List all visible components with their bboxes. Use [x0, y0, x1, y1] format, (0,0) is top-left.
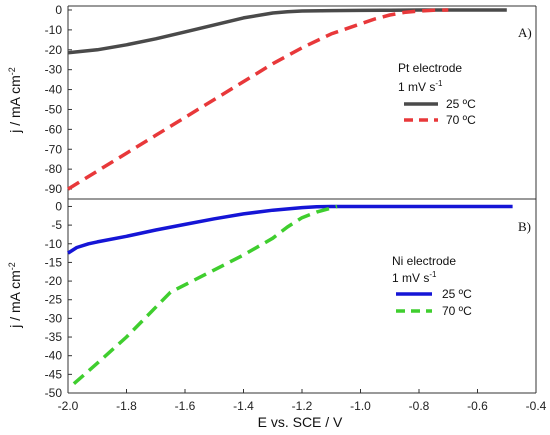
y-tick-label: -50: [45, 102, 63, 116]
y-tick-label: -5: [51, 218, 62, 232]
y-tick-label: -10: [45, 23, 63, 37]
y-tick-label: -20: [45, 274, 63, 288]
y-axis-label-bottom: j / mA cm-2: [7, 262, 23, 329]
y-tick-label: -35: [45, 330, 63, 344]
x-axis-label: E vs. SCE / V: [258, 414, 343, 430]
legend-top-label-70c: 70 ºC: [446, 113, 476, 127]
legend-top-rate: 1 mV s-1: [398, 79, 443, 94]
y-tick-label: -25: [45, 293, 63, 307]
legend-bottom-title: Ni electrode: [392, 254, 456, 268]
panel-label-b: B): [518, 219, 531, 234]
x-tick-label: -0.8: [409, 399, 430, 413]
plot-top: 0 -10 -20 -30 -40 -50 -60 -70 -80 -90: [45, 3, 537, 199]
panel-label-a: A): [518, 25, 532, 40]
x-tick-label: -1.2: [292, 399, 313, 413]
legend-top-title: Pt electrode: [398, 61, 462, 75]
y-tick-label: -15: [45, 255, 63, 269]
y-tick-label: -20: [45, 43, 63, 57]
x-tick-label: -2.0: [58, 399, 79, 413]
y-tick-label: -40: [45, 83, 63, 97]
x-tick-label: -1.0: [350, 399, 371, 413]
y-tick-label: -60: [45, 122, 63, 136]
x-tick-label: -0.4: [526, 399, 547, 413]
y-tick-label: 0: [55, 199, 62, 213]
y-tick-label: -50: [45, 386, 63, 400]
legend-bottom-rate: 1 mV s-1: [392, 270, 437, 285]
legend-bottom-label-25c: 25 ºC: [442, 287, 472, 301]
x-tick-label: -1.8: [116, 399, 137, 413]
y-tick-label: -45: [45, 367, 63, 381]
series-line-top-70c: [67, 8, 449, 191]
y-tick-label: -90: [45, 182, 63, 196]
legend-bottom-label-70c: 70 ºC: [442, 304, 472, 318]
y-tick-label: -80: [45, 162, 63, 176]
series-line-top-25c: [67, 8, 507, 55]
legend-top: Pt electrode 1 mV s-1 25 ºC 70 ºC: [398, 61, 476, 127]
legend-top-label-25c: 25 ºC: [446, 97, 476, 111]
x-tick-label: -1.4: [233, 399, 254, 413]
y-tick-label: -70: [45, 142, 63, 156]
plot-bottom: 0 -5 -10 -15 -20 -25 -30 -35 -40 -45 -50-2.0 -1.8 -1…: [45, 198, 547, 413]
y-tick-label: -10: [45, 237, 63, 251]
y-tick-label: -30: [45, 63, 63, 77]
series-line-bottom-70c: [72, 204, 338, 386]
y-tick-label: -40: [45, 349, 63, 363]
y-tick-label: 0: [55, 3, 62, 17]
y-tick-label: -30: [45, 311, 63, 325]
x-tick-label: -0.6: [467, 399, 488, 413]
y-axis-label-top: j / mA cm-2: [7, 67, 23, 134]
legend-bottom: Ni electrode 1 mV s-1 25 ºC 70 ºC: [392, 254, 472, 318]
x-tick-label: -1.6: [175, 399, 196, 413]
series-line-bottom-25c: [67, 204, 513, 255]
